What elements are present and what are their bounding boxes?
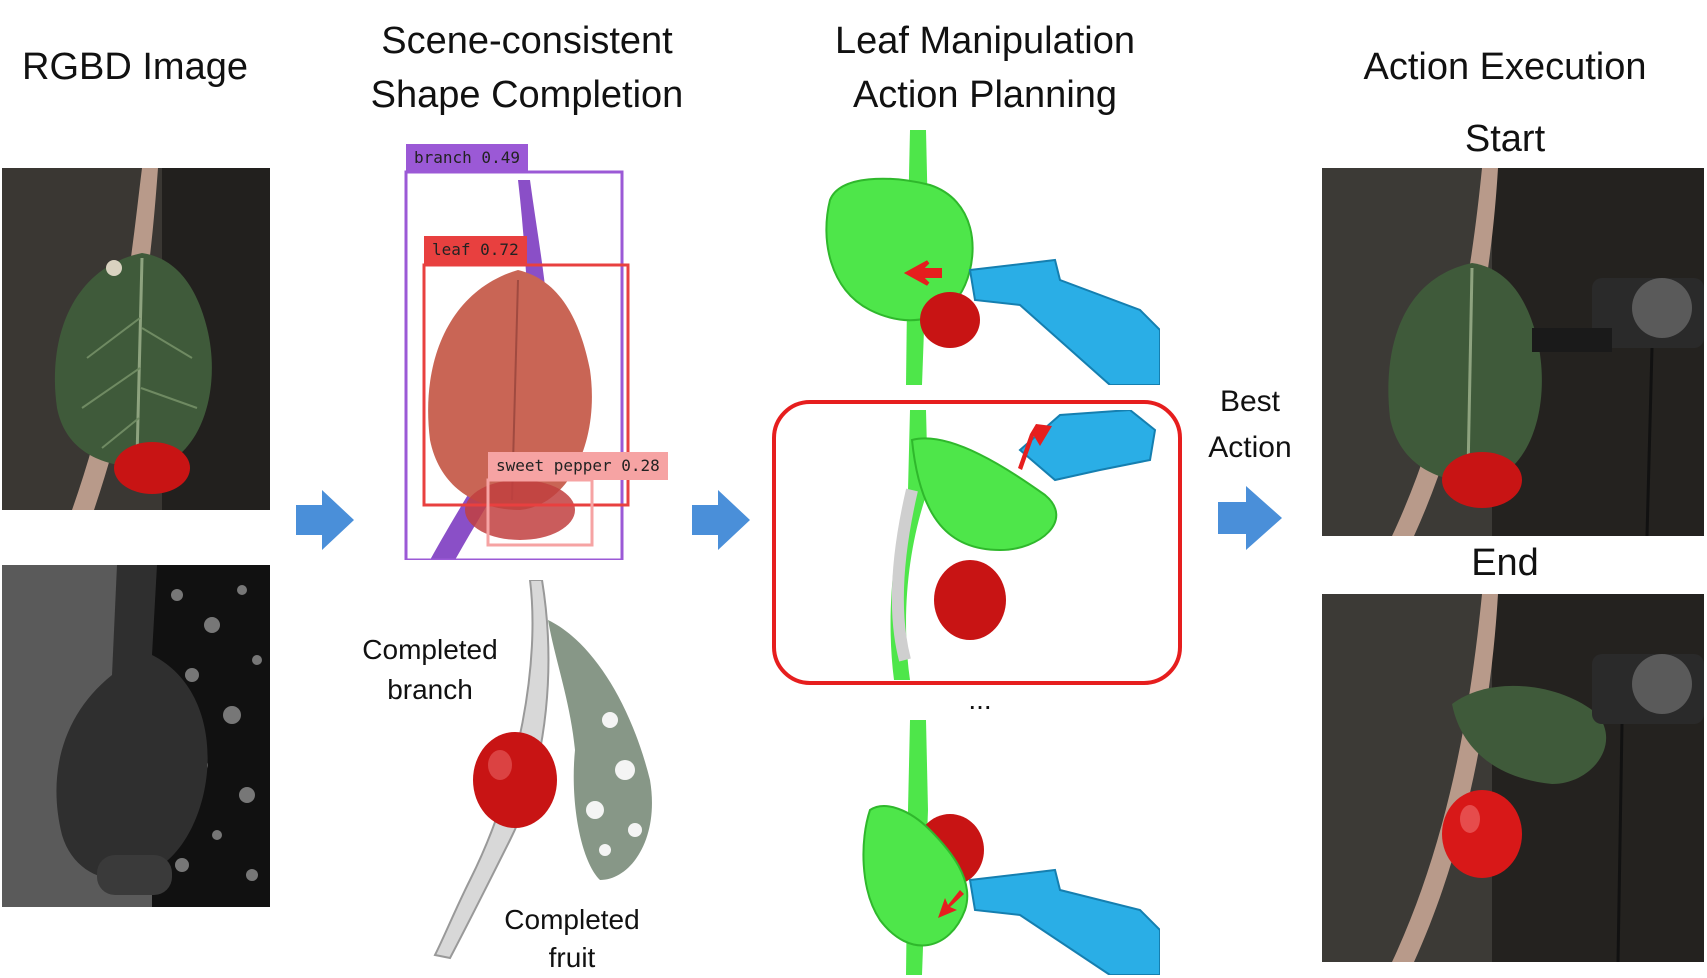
end-execution-photo bbox=[1322, 594, 1704, 962]
flow-arrow-icon bbox=[692, 490, 750, 550]
completed-shapes bbox=[430, 580, 690, 960]
flow-arrow-icon bbox=[296, 490, 354, 550]
flow-arrow-icon bbox=[1218, 486, 1282, 550]
completed-branch-label-line2: branch bbox=[387, 674, 473, 705]
more-candidates-ellipsis: ... bbox=[968, 684, 992, 715]
start-execution-photo bbox=[1322, 168, 1704, 536]
best-action-highlight bbox=[772, 400, 1182, 685]
rgb-image bbox=[2, 168, 270, 510]
rgbd-heading: RGBD Image bbox=[22, 46, 248, 88]
pepper-detection-tag: sweet pepper 0.28 bbox=[488, 452, 668, 480]
plan-heading-line1: Leaf Manipulation bbox=[835, 20, 1135, 62]
end-label: End bbox=[1471, 542, 1539, 584]
completed-fruit-label-line1: Completed bbox=[504, 904, 640, 935]
completed-branch-label-line1: Completed bbox=[362, 634, 498, 665]
start-label: Start bbox=[1464, 118, 1546, 160]
shape-heading-line1: Scene-consistent bbox=[381, 20, 673, 62]
branch-detection-tag: branch 0.49 bbox=[406, 144, 528, 172]
candidate-action-1 bbox=[800, 130, 1160, 385]
candidate-action-2 bbox=[800, 410, 1160, 680]
depth-image bbox=[2, 565, 270, 907]
best-action-label-line2: Action bbox=[1208, 431, 1292, 464]
detection-visualization: branch 0.49 leaf 0.72 sweet pepper 0.28 bbox=[400, 140, 668, 560]
candidate-action-3 bbox=[800, 720, 1160, 975]
best-action-label-line1: Best bbox=[1219, 385, 1281, 418]
exec-heading: Action Execution bbox=[1363, 46, 1647, 88]
leaf-detection-tag: leaf 0.72 bbox=[424, 236, 527, 264]
plan-heading-line2: Action Planning bbox=[852, 74, 1118, 116]
shape-heading-line2: Shape Completion bbox=[370, 74, 684, 116]
completed-fruit-label-line2: fruit bbox=[548, 942, 596, 973]
